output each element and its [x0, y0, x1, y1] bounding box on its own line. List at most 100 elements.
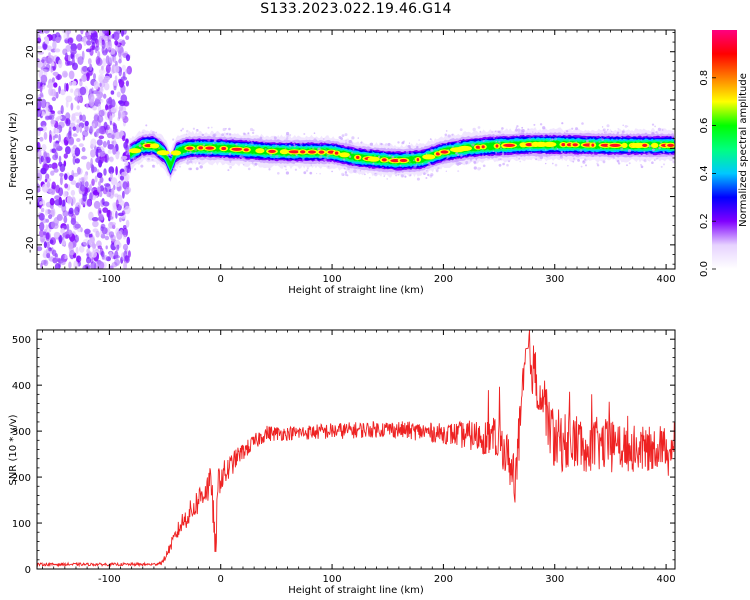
- ridge-speckle: [247, 167, 251, 171]
- noise-blob: [64, 183, 68, 189]
- ridge-speckle: [640, 164, 642, 166]
- x-tick-label: -100: [98, 274, 121, 285]
- noise-blob: [79, 80, 83, 87]
- ridge-speckle: [554, 137, 558, 141]
- ridge-peak: [495, 144, 499, 148]
- ridge-speckle: [617, 162, 621, 165]
- ridge-speckle: [243, 132, 247, 136]
- ridge-speckle: [383, 175, 386, 177]
- ridge-speckle: [359, 170, 362, 172]
- ridge-peak: [503, 143, 516, 147]
- y-tick-label: 500: [12, 335, 31, 346]
- noise-blob: [98, 159, 103, 168]
- noise-blob: [65, 112, 71, 121]
- noise-blob: [76, 34, 83, 42]
- ridge-speckle: [353, 169, 357, 173]
- ridge-speckle: [495, 140, 498, 143]
- ridge-speckle: [408, 170, 411, 173]
- noise-blob: [105, 104, 109, 111]
- noise-blob: [39, 222, 45, 231]
- ridge-speckle: [445, 130, 448, 132]
- noise-blob: [115, 46, 118, 52]
- ridge-speckle: [539, 123, 543, 126]
- ridge-speckle: [292, 140, 295, 143]
- ridge-peak: [381, 158, 387, 162]
- noise-blob: [96, 57, 103, 67]
- noise-blob: [70, 180, 77, 185]
- ridge-speckle: [532, 131, 534, 133]
- ridge-speckle: [387, 168, 389, 171]
- noise-blob: [52, 257, 58, 264]
- noise-blob: [104, 235, 110, 241]
- ridge-speckle: [565, 130, 569, 133]
- ridge-peak: [609, 143, 621, 147]
- noise-blob: [89, 126, 95, 133]
- noise-blob: [54, 134, 59, 139]
- ridge-speckle: [528, 152, 531, 155]
- noise-blob: [41, 144, 47, 152]
- ridge-peak: [300, 150, 306, 154]
- ridge-speckle: [385, 143, 388, 146]
- ridge-speckle: [199, 165, 203, 169]
- x-tick-label: -100: [98, 574, 121, 585]
- noise-blob: [76, 138, 81, 142]
- noise-blob: [74, 95, 82, 102]
- ridge-speckle: [323, 158, 327, 162]
- ridge-speckle: [498, 140, 501, 143]
- ridge-speckle: [319, 144, 322, 146]
- ridge-speckle: [144, 141, 147, 144]
- ridge-speckle: [285, 137, 289, 140]
- noise-blob: [51, 162, 58, 170]
- noise-blob: [60, 227, 65, 234]
- noise-blob: [98, 109, 105, 117]
- noise-blob: [122, 190, 125, 199]
- ridge-peak: [231, 147, 243, 151]
- ridge-speckle: [369, 142, 374, 146]
- ridge-speckle: [370, 167, 372, 169]
- ridge-speckle: [264, 148, 267, 151]
- ridge-speckle: [387, 142, 391, 146]
- noise-blob: [116, 182, 120, 188]
- noise-blob: [125, 186, 132, 194]
- ridge-speckle: [374, 172, 378, 177]
- y-tick-label: 100: [12, 519, 31, 530]
- ridge-speckle: [213, 139, 217, 142]
- ridge-speckle: [495, 151, 498, 154]
- noise-blob: [39, 92, 44, 98]
- x-tick-label: 400: [657, 274, 676, 285]
- ridge-speckle: [545, 162, 547, 165]
- noise-blob: [46, 181, 51, 188]
- y-tick-label: -20: [25, 237, 36, 253]
- noise-blob: [124, 162, 129, 166]
- noise-blob: [83, 38, 87, 47]
- spectrogram-frame: [36, 29, 676, 270]
- ridge-speckle: [366, 148, 370, 152]
- noise-blob: [51, 96, 57, 102]
- noise-blob: [108, 265, 114, 269]
- noise-blob: [97, 245, 103, 250]
- noise-blob: [112, 125, 118, 133]
- noise-blob: [102, 141, 107, 148]
- noise-blob: [71, 146, 75, 155]
- noise-blob: [62, 70, 68, 78]
- noise-blob: [56, 213, 63, 222]
- noise-blob: [43, 151, 48, 159]
- ridge-speckle: [263, 141, 266, 144]
- noise-blob: [66, 119, 71, 125]
- noise-blob: [52, 40, 57, 50]
- noise-blob: [91, 241, 96, 249]
- noise-blob: [40, 74, 48, 84]
- noise-blob: [98, 68, 106, 75]
- noise-blob: [85, 48, 92, 53]
- noise-blob: [115, 210, 118, 219]
- noise-blob: [81, 74, 87, 83]
- noise-blob: [84, 120, 89, 127]
- ridge-speckle: [309, 171, 313, 175]
- ridge-speckle: [622, 124, 624, 127]
- noise-blob: [63, 153, 68, 159]
- ridge-speckle: [545, 149, 547, 151]
- ridge-speckle: [416, 177, 420, 181]
- noise-blob: [82, 135, 86, 141]
- ridge-speckle: [616, 131, 620, 134]
